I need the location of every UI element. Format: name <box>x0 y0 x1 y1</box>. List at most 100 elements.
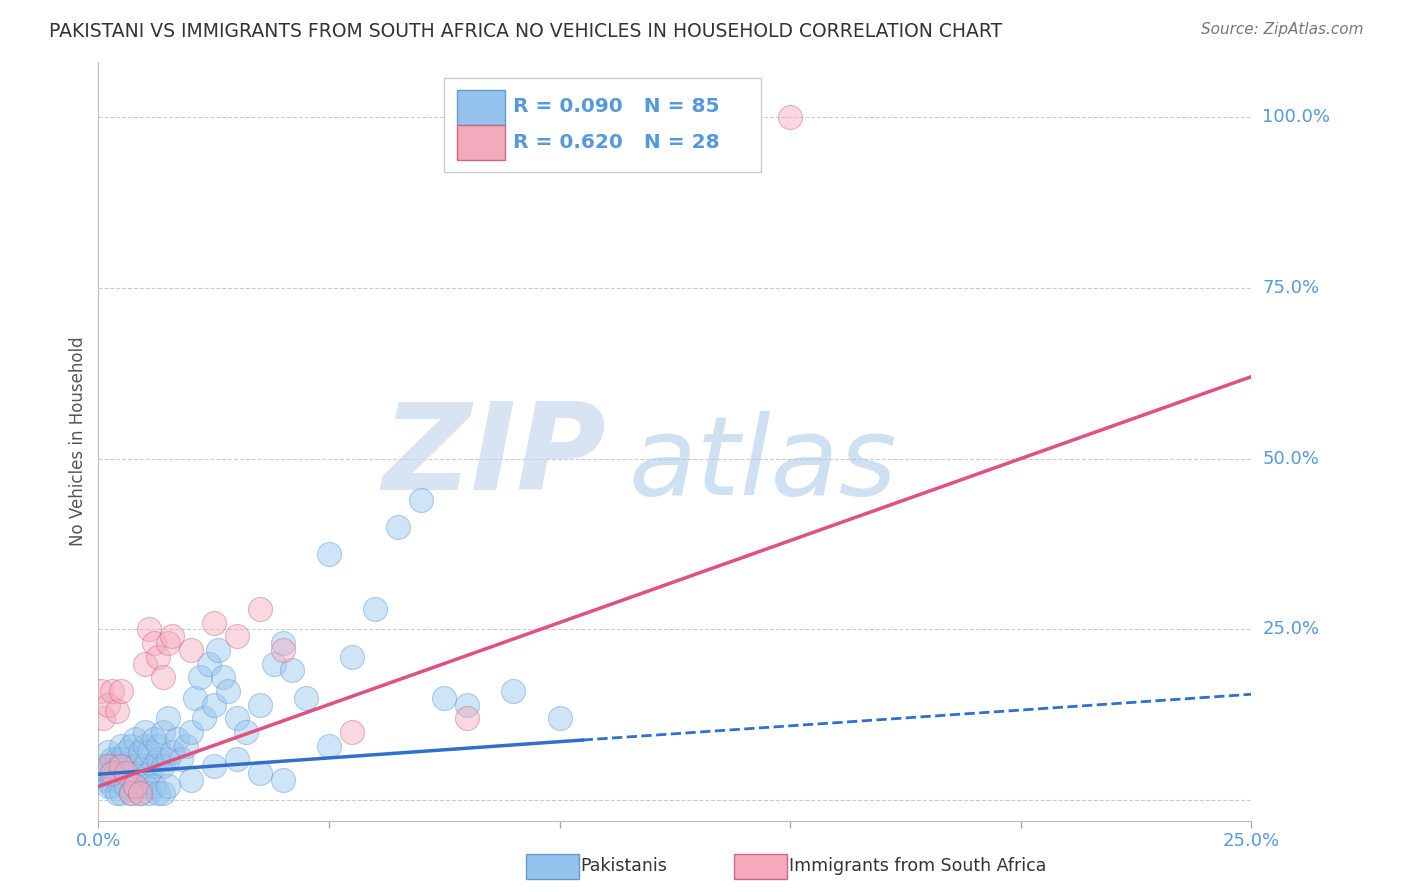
Point <box>281 664 304 678</box>
Point <box>152 786 174 800</box>
Point <box>97 698 120 712</box>
Point <box>156 780 179 794</box>
Point <box>217 684 239 698</box>
Point <box>142 759 165 773</box>
Point <box>235 724 257 739</box>
Point <box>120 739 142 753</box>
Point <box>295 690 318 705</box>
Point <box>202 615 225 630</box>
Point <box>91 759 114 773</box>
Point <box>101 765 124 780</box>
Point <box>124 759 146 773</box>
Point <box>105 752 128 766</box>
Point <box>318 547 340 561</box>
Point <box>271 643 294 657</box>
Point <box>101 772 124 787</box>
Point <box>779 110 801 124</box>
Point <box>271 636 294 650</box>
Point <box>91 711 114 725</box>
Point <box>110 739 132 753</box>
Point <box>101 684 124 698</box>
Point <box>115 745 138 759</box>
Point <box>207 643 229 657</box>
Point <box>180 643 202 657</box>
Point <box>124 780 146 794</box>
Point <box>138 623 160 637</box>
Point <box>160 629 183 643</box>
Point <box>387 520 409 534</box>
Text: Source: ZipAtlas.com: Source: ZipAtlas.com <box>1201 22 1364 37</box>
Point <box>138 786 160 800</box>
Point <box>225 752 247 766</box>
Point <box>129 745 152 759</box>
Point <box>148 786 170 800</box>
Point <box>97 765 120 780</box>
Point <box>97 780 120 794</box>
Point <box>249 602 271 616</box>
Point <box>134 780 156 794</box>
Point <box>120 786 142 800</box>
Point <box>263 657 285 671</box>
Point <box>90 765 112 780</box>
Point <box>115 765 138 780</box>
Point <box>124 731 146 746</box>
Point <box>110 786 132 800</box>
Text: 25.0%: 25.0% <box>1263 620 1320 639</box>
Point <box>433 690 456 705</box>
Point <box>174 739 197 753</box>
Text: 50.0%: 50.0% <box>1263 450 1319 467</box>
Point <box>184 690 207 705</box>
Point <box>411 492 433 507</box>
Point <box>115 780 138 794</box>
Point <box>548 711 571 725</box>
Point <box>202 698 225 712</box>
Point <box>198 657 221 671</box>
Point <box>124 780 146 794</box>
Point <box>156 636 179 650</box>
Text: atlas: atlas <box>628 411 897 517</box>
Point <box>193 711 215 725</box>
Point <box>134 657 156 671</box>
Point <box>110 684 132 698</box>
Point <box>148 752 170 766</box>
Point <box>340 649 363 664</box>
Point <box>105 772 128 787</box>
Point <box>456 698 478 712</box>
Point <box>142 636 165 650</box>
Point <box>142 731 165 746</box>
Point <box>108 759 131 773</box>
Y-axis label: No Vehicles in Household: No Vehicles in Household <box>69 336 87 547</box>
Point <box>105 704 128 718</box>
Point <box>160 745 183 759</box>
Point <box>90 684 112 698</box>
Point <box>152 670 174 684</box>
Point <box>152 724 174 739</box>
Point <box>188 670 211 684</box>
Point <box>180 724 202 739</box>
Point <box>110 759 132 773</box>
Point <box>156 752 179 766</box>
Text: R = 0.090   N = 85: R = 0.090 N = 85 <box>513 97 720 116</box>
Point <box>105 786 128 800</box>
Point <box>94 772 117 787</box>
Point <box>340 724 363 739</box>
Text: R = 0.620   N = 28: R = 0.620 N = 28 <box>513 133 720 152</box>
Point <box>142 780 165 794</box>
Point <box>101 752 124 766</box>
Point <box>138 765 160 780</box>
Point <box>120 786 142 800</box>
Point <box>502 684 524 698</box>
Text: 100.0%: 100.0% <box>1263 108 1330 126</box>
Point <box>148 739 170 753</box>
Point <box>156 711 179 725</box>
Text: PAKISTANI VS IMMIGRANTS FROM SOUTH AFRICA NO VEHICLES IN HOUSEHOLD CORRELATION C: PAKISTANI VS IMMIGRANTS FROM SOUTH AFRIC… <box>49 22 1002 41</box>
Point <box>103 765 125 780</box>
Point <box>98 759 121 773</box>
Point <box>138 745 160 759</box>
Point <box>364 602 387 616</box>
Text: Pakistanis: Pakistanis <box>581 857 668 875</box>
Point <box>271 772 294 787</box>
Point <box>101 780 124 794</box>
Point <box>152 759 174 773</box>
Point <box>249 765 271 780</box>
